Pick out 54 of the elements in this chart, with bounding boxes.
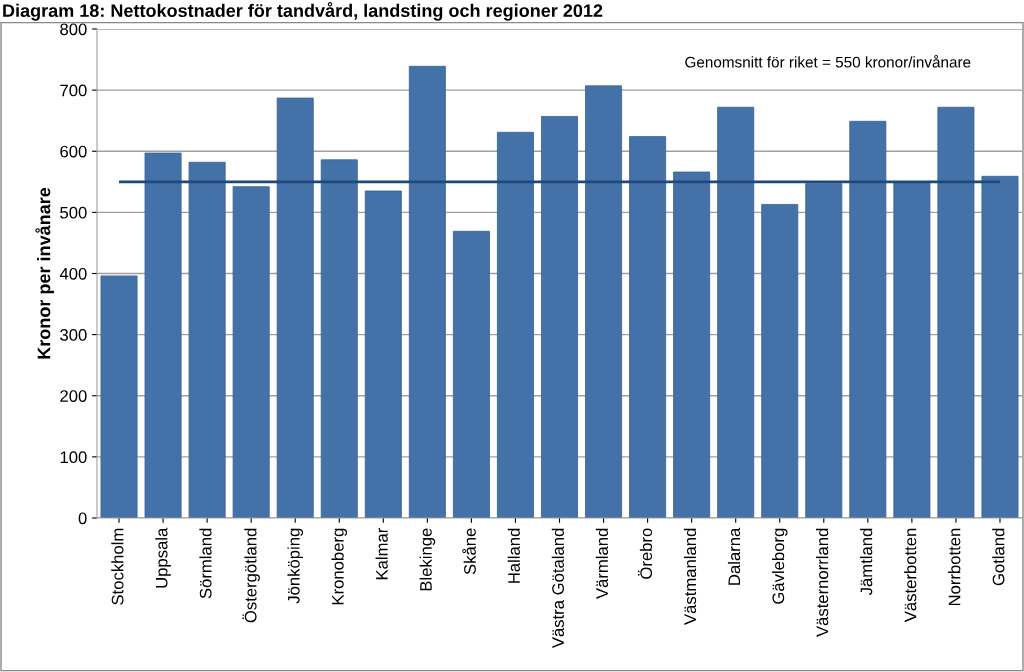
bar	[364, 190, 402, 518]
x-tick-label: Jönköping	[287, 528, 303, 604]
x-tick-label: Sörmland	[199, 528, 212, 599]
y-tick-label: 0	[78, 512, 87, 525]
bar	[496, 131, 534, 518]
y-tick-label: 200	[60, 390, 87, 402]
annotation: Genomsnitt för riket = 550 kronor/invånare	[685, 55, 971, 68]
y-tick-label: 800	[60, 23, 87, 36]
bar	[937, 106, 975, 518]
bar	[585, 85, 623, 518]
y-tick-label: 600	[60, 145, 87, 158]
x-tick-label: Västmanland	[683, 528, 697, 625]
x-tick-label: Kronoberg	[331, 528, 348, 605]
chart-title: Diagram 18: Nettokostnader för tandvård, landsting och regioner 2012	[3, 2, 603, 21]
y-axis-title: Kronor per invånare	[35, 187, 54, 359]
bar	[452, 230, 490, 518]
bar	[144, 152, 182, 518]
bar	[717, 106, 755, 518]
bar	[541, 115, 578, 518]
y-tick-label: 300	[60, 329, 87, 341]
y-tick-label: 500	[60, 206, 87, 219]
bar	[408, 65, 446, 518]
x-tick-label: Västernorrland	[816, 528, 829, 637]
bar	[673, 171, 711, 518]
x-tick-label: Värmland	[595, 528, 609, 599]
x-tick-label: Östergötland	[242, 528, 260, 623]
bar	[232, 186, 270, 518]
x-tick-label: Kalmar	[375, 528, 388, 580]
x-tick-label: Uppsala	[155, 527, 171, 588]
bar	[100, 275, 138, 518]
x-tick-label: Blekinge	[419, 528, 436, 591]
bar	[188, 161, 226, 518]
bar	[981, 175, 1019, 518]
bar	[805, 183, 843, 518]
x-tick-label: Västra Götaland	[551, 528, 564, 649]
x-tick-label: Gävleborg	[771, 528, 788, 604]
bar	[893, 181, 931, 518]
x-tick-label: Skåne	[462, 528, 476, 575]
y-tick-label: 100	[60, 451, 87, 464]
x-tick-label: Gotland	[992, 528, 1005, 586]
x-tick-label: Örebro	[637, 528, 653, 579]
bar	[320, 159, 358, 518]
y-tick-label: 400	[59, 267, 87, 280]
x-tick-label: Norrbotten	[948, 528, 961, 606]
bar	[761, 204, 799, 518]
x-tick-label: Dalarna	[727, 527, 741, 585]
bar	[849, 120, 887, 518]
x-tick-label: Stockholm	[111, 528, 124, 605]
y-tick-label: 700	[60, 84, 87, 97]
bar	[276, 97, 314, 518]
x-tick-label: Västerbotten	[904, 528, 917, 623]
x-tick-label: Jämtland	[860, 528, 873, 596]
x-tick-label: Halland	[507, 528, 520, 583]
bar	[629, 136, 667, 518]
